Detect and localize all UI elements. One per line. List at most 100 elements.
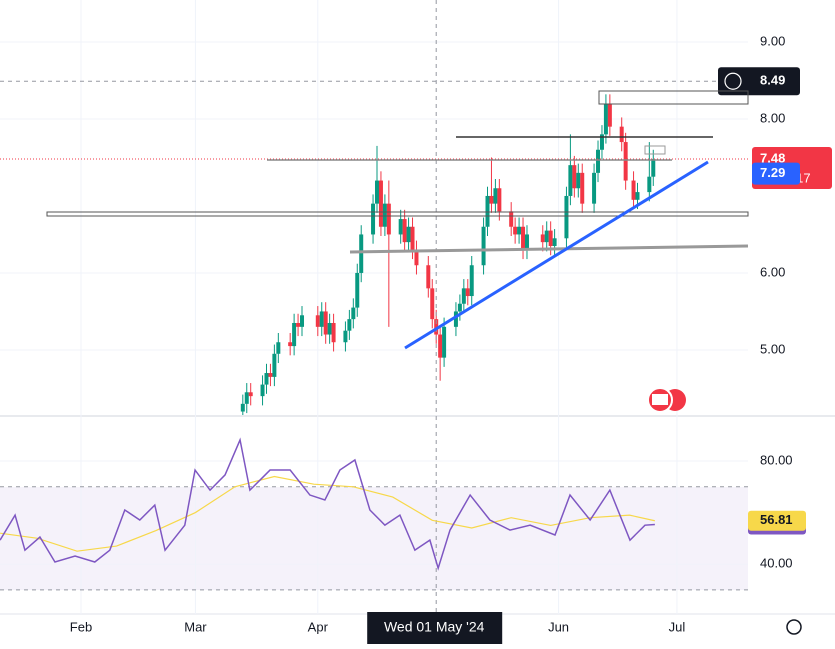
candle-body	[296, 322, 301, 327]
y-tick-label: 80.00	[760, 452, 793, 467]
candle-body	[619, 126, 624, 143]
candle-body	[244, 392, 249, 404]
candle-body	[260, 384, 265, 397]
candle-body	[351, 307, 356, 320]
candle-body	[319, 311, 324, 327]
candle-body	[635, 192, 640, 200]
candle-body	[485, 195, 490, 227]
candle-body	[264, 373, 269, 385]
candle-body	[564, 195, 569, 239]
candle-body	[374, 180, 379, 204]
candle-body	[410, 226, 415, 250]
candle-body	[493, 188, 498, 204]
candle-body	[382, 203, 387, 227]
candle-body	[517, 226, 522, 235]
candle-body	[359, 234, 364, 273]
x-tick-label: Mar	[184, 619, 207, 634]
candle-body	[524, 234, 529, 250]
candle-body	[347, 319, 352, 331]
candle-body	[272, 353, 277, 377]
candle-body	[465, 288, 470, 297]
candle-body	[457, 303, 462, 312]
candle-body	[552, 238, 557, 246]
candle-body	[548, 230, 553, 246]
candle-body	[371, 203, 376, 235]
rsi-line	[0, 437, 655, 571]
zone-rect	[644, 145, 666, 155]
candle-body	[592, 172, 597, 204]
candle-body	[651, 158, 656, 177]
candle-body	[580, 172, 585, 204]
candle-body	[300, 315, 305, 327]
alert-label: 8.49	[760, 73, 785, 88]
candle-body	[248, 392, 253, 397]
candle-body	[576, 172, 581, 189]
candle-body	[540, 234, 545, 243]
candle-body	[603, 103, 608, 135]
last-price-label: 7.48	[760, 150, 785, 165]
candle-body	[331, 322, 336, 343]
candle-body	[623, 142, 628, 181]
candle-body	[607, 103, 612, 127]
candle-body	[276, 342, 281, 354]
flag-icon	[652, 394, 668, 405]
candle-body	[544, 230, 549, 243]
ma-price-label: 7.29	[760, 165, 785, 180]
candle-body	[288, 342, 293, 347]
candle-body	[481, 226, 486, 266]
add-alert-icon[interactable]	[724, 72, 742, 90]
candle-body	[513, 226, 518, 235]
candle-body	[599, 134, 604, 150]
candle-body	[327, 322, 332, 335]
settings-icon[interactable]	[786, 619, 802, 635]
candle-body	[631, 180, 636, 200]
candle-body	[521, 226, 526, 250]
y-tick-label: 5.00	[760, 341, 785, 356]
candle-body	[402, 219, 407, 243]
candles	[240, 94, 656, 415]
candle-body	[442, 326, 447, 358]
candle-body	[406, 226, 411, 243]
candle-body	[572, 165, 577, 189]
trend-line	[349, 244, 749, 254]
last-value-label: 56.81	[760, 512, 793, 527]
candle-body	[489, 195, 494, 204]
candle-body	[509, 211, 514, 227]
alert-label-bg	[718, 67, 800, 96]
crosshair-label: Wed 01 May '24	[384, 619, 485, 635]
candle-body	[434, 319, 439, 335]
candle-body	[414, 249, 419, 266]
candle-body	[497, 188, 502, 212]
zone-rect	[598, 90, 749, 105]
candle-body	[398, 219, 403, 235]
candle-body	[355, 272, 360, 308]
candle-body	[461, 288, 466, 304]
y-tick-label: 8.00	[760, 110, 785, 125]
y-tick-label: 6.00	[760, 264, 785, 279]
candle-body	[426, 265, 431, 289]
candle-body	[647, 176, 652, 193]
candle-body	[268, 373, 273, 377]
candle-body	[292, 322, 297, 347]
candle-body	[323, 311, 328, 335]
candle-body	[430, 288, 435, 320]
x-tick-label: Jul	[669, 619, 686, 634]
ma-price-bg	[752, 162, 800, 185]
y-tick-label: 40.00	[760, 556, 793, 571]
zone-rect	[46, 211, 749, 217]
trend-line	[404, 160, 709, 350]
candle-body	[343, 330, 348, 343]
drawings	[46, 90, 802, 635]
x-tick-label: Jun	[548, 619, 569, 634]
candle-body	[386, 203, 391, 235]
candle-body	[469, 265, 474, 297]
candle-body	[568, 165, 573, 196]
candle-body	[378, 180, 383, 227]
last-value-bg	[748, 510, 806, 531]
candle-body	[453, 311, 458, 327]
y-tick-label: 9.00	[760, 33, 785, 48]
candle-body	[438, 334, 443, 358]
candle-body	[240, 403, 245, 412]
